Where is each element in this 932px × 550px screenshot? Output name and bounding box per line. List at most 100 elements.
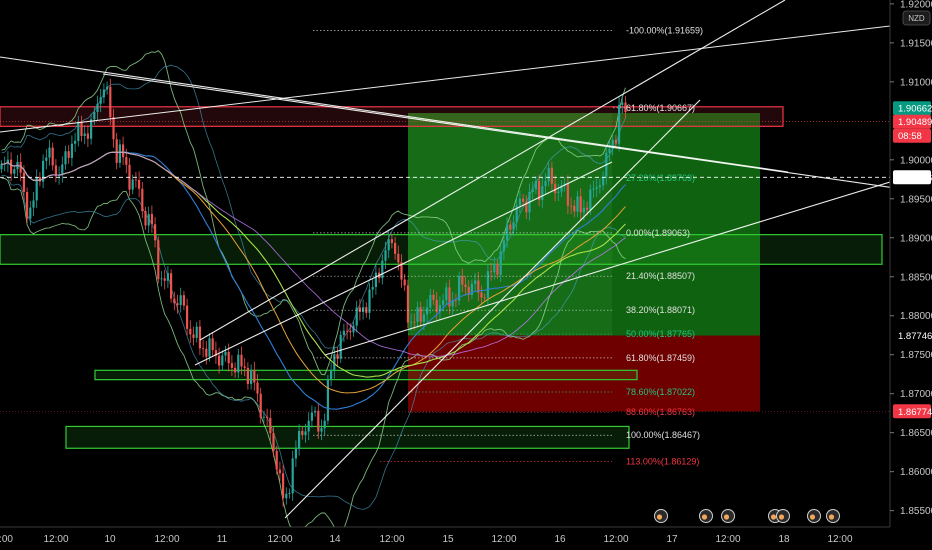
candle-body: [419, 307, 422, 322]
fib-level-label: 61.80%(1.90667): [626, 103, 695, 113]
price-label-badge: [893, 128, 931, 143]
candle-body: [269, 417, 272, 434]
price-label-badge: [893, 114, 931, 129]
candle-body: [573, 205, 576, 212]
candle-body: [307, 420, 310, 432]
candle-body: [547, 167, 550, 182]
candle-body: [198, 326, 201, 349]
candle-body: [246, 367, 249, 384]
candle-body: [195, 326, 198, 338]
trend-line[interactable]: [102, 73, 896, 189]
candle-body: [451, 300, 454, 307]
candle-body: [77, 121, 80, 141]
candle-body: [403, 279, 406, 286]
time-tick-label: 10: [104, 534, 116, 545]
candle-body: [368, 289, 371, 313]
candle-body: [227, 351, 230, 364]
fib-level-label: 113.00%(1.86129): [626, 457, 699, 467]
candle-body: [486, 271, 489, 298]
trend-line[interactable]: [199, 0, 786, 341]
time-scale-background: [0, 527, 932, 550]
candle-body: [387, 239, 390, 251]
candle-body: [534, 180, 537, 190]
candle-body: [502, 240, 505, 252]
candle-body: [0, 164, 3, 170]
candle-body: [522, 198, 525, 202]
fib-level-label: 61.80%(1.87459): [626, 353, 695, 363]
candle-body: [438, 304, 441, 312]
support-zone-3[interactable]: [94, 369, 638, 381]
event-flag-icon: [723, 514, 730, 520]
candle-body: [64, 151, 67, 165]
currency-badge[interactable]: [902, 10, 931, 26]
bollinger-lower-band: [1, 177, 626, 531]
price-tick-label: 1.88000: [900, 311, 932, 322]
fib-level-label: 100.00%(1.86467): [626, 430, 700, 440]
candle-body: [138, 179, 141, 189]
candle-body: [445, 287, 448, 301]
candle-body: [106, 86, 109, 90]
candle-body: [496, 263, 499, 275]
candle-body: [182, 295, 185, 306]
candle-body: [13, 169, 16, 174]
moving-average-purple: [1, 151, 626, 357]
trend-line[interactable]: [324, 181, 891, 356]
candle-body: [250, 369, 253, 384]
candle-body: [429, 294, 432, 308]
trend-line[interactable]: [284, 99, 701, 519]
candle-body: [320, 428, 323, 432]
candle-body: [192, 334, 195, 338]
position-loss-zone[interactable]: [408, 335, 760, 412]
trend-line[interactable]: [194, 161, 613, 366]
candle-body: [618, 104, 621, 144]
time-tick-label: 12:00: [827, 534, 852, 545]
candle-body: [173, 298, 176, 304]
candle-body: [243, 366, 246, 368]
candle-body: [352, 325, 355, 333]
candle-body: [109, 86, 112, 118]
candle-body: [371, 286, 374, 290]
candle-body: [176, 303, 179, 306]
candle-body: [304, 431, 307, 436]
candle-body: [413, 321, 416, 323]
trend-line[interactable]: [0, 25, 891, 133]
candle-body: [400, 262, 403, 280]
candle-body: [326, 378, 329, 421]
candle-body: [515, 205, 518, 223]
time-tick-label: 18: [778, 534, 790, 545]
candle-body: [83, 133, 86, 137]
candle-body: [454, 300, 457, 302]
candle-body: [499, 251, 502, 275]
candle-body: [259, 393, 262, 418]
price-tick-label: 1.89500: [900, 194, 932, 205]
candle-body: [118, 144, 121, 163]
price-tick-label: 1.89000: [900, 233, 932, 244]
candle-body: [134, 179, 137, 181]
candle-body: [163, 278, 166, 281]
candle-body: [67, 151, 70, 158]
support-zone-2[interactable]: [0, 234, 883, 265]
trend-line[interactable]: [0, 56, 789, 173]
candle-body: [550, 167, 553, 184]
fib-level-label: 27.20%(1.89769): [626, 173, 695, 183]
price-label-badge: [893, 170, 931, 185]
candle-body: [339, 334, 342, 359]
candle-body: [253, 369, 256, 383]
candle-body: [541, 186, 544, 200]
candle-body: [102, 89, 105, 98]
candle-body: [557, 191, 560, 193]
candle-body: [86, 133, 89, 139]
candle-body: [10, 159, 13, 174]
candle-body: [525, 201, 528, 213]
candle-body: [330, 369, 333, 379]
price-label-text: 1.89776: [898, 173, 932, 184]
candle-body: [157, 240, 160, 280]
candle-body: [355, 307, 358, 326]
candle-body: [262, 416, 265, 418]
candle-body: [125, 157, 128, 165]
price-label-text: 08:58: [898, 131, 922, 142]
candle-body: [598, 185, 601, 188]
candle-body: [493, 263, 496, 273]
support-zone-4[interactable]: [65, 425, 630, 449]
